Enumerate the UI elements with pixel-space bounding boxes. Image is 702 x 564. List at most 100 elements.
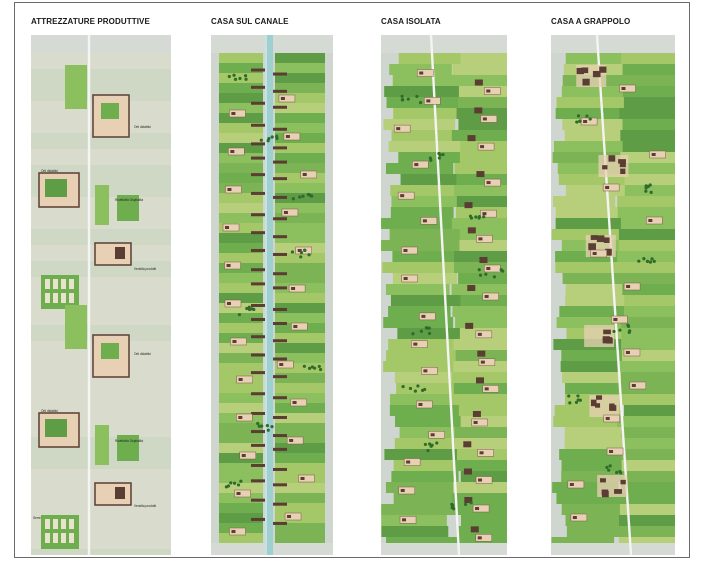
- cluster-building: [603, 329, 611, 335]
- tree: [291, 197, 295, 201]
- house-building: [230, 150, 235, 153]
- cluster-building: [599, 66, 607, 73]
- field-parcel: [622, 284, 675, 295]
- field-parcel: [459, 229, 507, 240]
- field-parcel: [621, 460, 675, 471]
- cluster-building: [619, 162, 626, 168]
- field-parcel: [618, 262, 675, 273]
- tree: [605, 465, 609, 470]
- house-plot: [428, 431, 445, 439]
- field-parcel: [275, 73, 325, 83]
- field-parcel: [395, 416, 478, 427]
- ground-band: [31, 229, 171, 245]
- field-parcel: [559, 449, 641, 460]
- field-parcel: [393, 108, 464, 119]
- label-vendita-prodotti-1: Vendita prodotti: [134, 267, 156, 271]
- label-orti-didattici-3: Orti didattici: [134, 352, 151, 356]
- field-parcel: [219, 423, 263, 433]
- cluster-building: [601, 490, 609, 498]
- house-building: [480, 145, 485, 149]
- field-parcel: [219, 363, 263, 373]
- cluster-building: [605, 248, 612, 256]
- tree: [426, 448, 430, 453]
- field-parcel: [390, 185, 455, 196]
- house-plot: [477, 142, 495, 151]
- field-parcel: [219, 243, 263, 253]
- field-parcel: [621, 53, 675, 64]
- field-parcel: [622, 119, 675, 130]
- field-parcel: [565, 185, 629, 196]
- orchard-field: [65, 305, 87, 349]
- house-building: [236, 492, 241, 495]
- tree: [406, 97, 410, 101]
- field-parcel: [385, 284, 450, 295]
- house-building: [226, 264, 231, 267]
- house-plot: [471, 418, 488, 427]
- house-building: [486, 89, 491, 93]
- tree: [226, 484, 231, 488]
- tree: [578, 119, 582, 123]
- tree: [618, 469, 622, 474]
- tree: [578, 398, 582, 402]
- field-parcel: [275, 353, 325, 363]
- field-parcel: [558, 174, 630, 185]
- house-building: [478, 478, 483, 482]
- house-plot: [482, 385, 499, 393]
- field-parcel: [275, 113, 325, 123]
- tree: [615, 470, 619, 475]
- field-parcel: [275, 123, 325, 133]
- ground-band: [31, 469, 171, 485]
- tree: [227, 74, 231, 79]
- field-parcel: [454, 163, 507, 174]
- field-parcel: [623, 97, 675, 108]
- house-building: [285, 135, 290, 138]
- tree: [317, 364, 321, 369]
- canal-dock: [273, 502, 287, 506]
- field-parcel: [619, 504, 675, 515]
- house-plot: [290, 398, 307, 407]
- field-parcel: [398, 53, 488, 64]
- field-parcel: [388, 306, 451, 317]
- field-parcel: [219, 63, 263, 73]
- house-plot: [397, 191, 415, 200]
- field-parcel: [617, 416, 675, 427]
- field-parcel: [456, 196, 507, 207]
- field-parcel: [624, 295, 675, 306]
- label-ricettivita-1: Ricettività Ospitalità: [115, 198, 143, 202]
- diagonal-road: [429, 35, 461, 555]
- house-building: [651, 153, 656, 156]
- field-parcel: [275, 103, 325, 113]
- house-plot: [236, 375, 253, 384]
- field-parcel: [458, 119, 507, 130]
- tree: [237, 313, 242, 317]
- field-parcel: [275, 383, 325, 393]
- tree: [429, 444, 433, 448]
- tree: [428, 156, 432, 160]
- house-plot: [283, 132, 301, 141]
- field-parcel: [618, 229, 675, 240]
- strip-casa-grappolo: [551, 35, 675, 555]
- tree: [303, 248, 307, 252]
- greenhouse: [45, 519, 50, 529]
- shop-building-core: [115, 247, 125, 259]
- house-plot: [478, 358, 496, 366]
- house-plot: [411, 340, 428, 348]
- bottom-band: [551, 543, 675, 555]
- greenhouse: [53, 293, 58, 303]
- house-building: [477, 536, 482, 540]
- house-plot: [480, 209, 497, 218]
- field-parcel: [275, 93, 325, 103]
- house-building: [572, 516, 577, 519]
- field-parcel: [453, 339, 507, 350]
- house-building: [648, 219, 653, 222]
- field-parcel: [451, 284, 507, 295]
- field-parcel: [219, 323, 263, 333]
- tree: [644, 189, 648, 193]
- canal-dock: [251, 156, 265, 160]
- canal: [265, 35, 273, 555]
- tree: [310, 365, 314, 369]
- canal-dock: [251, 123, 265, 127]
- cluster-building: [600, 478, 606, 483]
- field-parcel: [622, 350, 675, 361]
- shop-building-core: [115, 487, 125, 499]
